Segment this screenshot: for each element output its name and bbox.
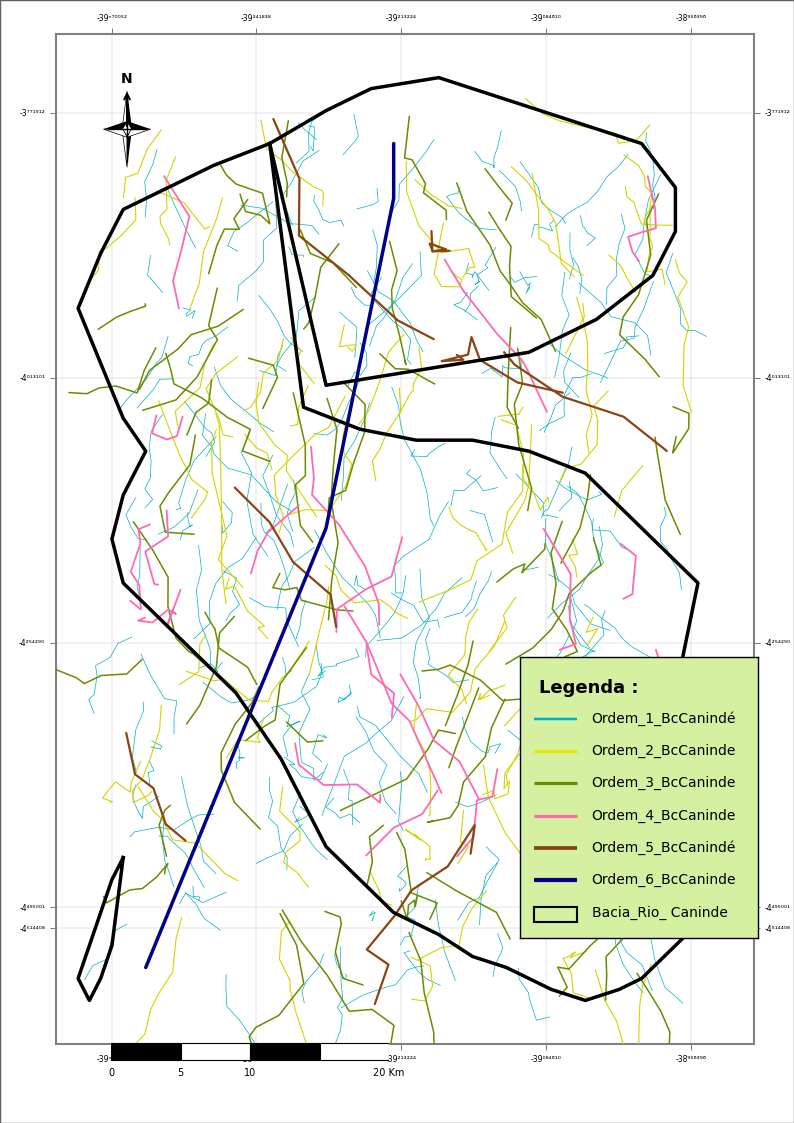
Text: Ordem_1_BcCanindé: Ordem_1_BcCanindé (592, 711, 736, 727)
Text: Bacia_Rio_ Caninde: Bacia_Rio_ Caninde (592, 905, 727, 920)
Text: Ordem_2_BcCaninde: Ordem_2_BcCaninde (592, 743, 736, 758)
Text: Ordem_5_BcCanindé: Ordem_5_BcCanindé (592, 840, 736, 856)
Polygon shape (78, 858, 123, 1001)
Text: Ordem_6_BcCaninde: Ordem_6_BcCaninde (592, 873, 736, 887)
Polygon shape (127, 121, 151, 129)
Text: Ordem_4_BcCaninde: Ordem_4_BcCaninde (592, 809, 736, 823)
Polygon shape (122, 91, 127, 129)
Polygon shape (270, 77, 676, 385)
Polygon shape (103, 129, 127, 137)
Text: 20 Km: 20 Km (373, 1068, 405, 1078)
Polygon shape (127, 129, 151, 137)
Text: 0: 0 (108, 1068, 114, 1078)
Text: 5: 5 (178, 1068, 183, 1078)
Bar (534, 907, 577, 922)
Polygon shape (127, 91, 132, 129)
Bar (319, 1042, 389, 1060)
Text: Legenda :: Legenda : (539, 679, 638, 697)
Polygon shape (127, 129, 132, 167)
Text: 10: 10 (244, 1068, 256, 1078)
Text: N: N (121, 73, 133, 86)
Polygon shape (103, 121, 127, 129)
Bar (111, 1042, 180, 1060)
Bar (180, 1042, 250, 1060)
Bar (250, 1042, 319, 1060)
Polygon shape (122, 129, 127, 167)
Polygon shape (78, 144, 720, 1001)
Text: Ordem_3_BcCaninde: Ordem_3_BcCaninde (592, 776, 736, 791)
